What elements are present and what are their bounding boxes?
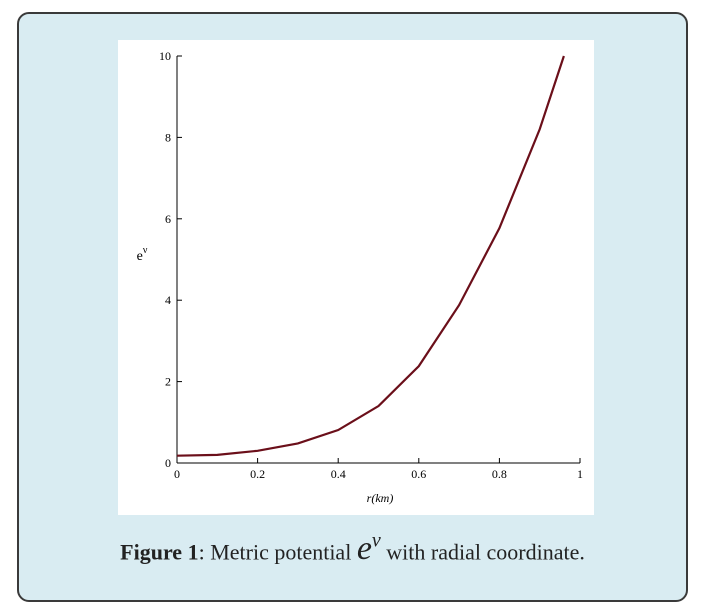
- y-tick-label: 0: [165, 456, 171, 470]
- caption-math-base: e: [356, 530, 372, 568]
- y-tick-label: 8: [165, 130, 171, 144]
- x-tick-label: 0.4: [331, 467, 346, 481]
- plot-background: [118, 40, 594, 515]
- caption-text: : Metric potential: [198, 539, 357, 565]
- y-tick-label: 2: [165, 375, 171, 389]
- x-tick-label: 0.2: [250, 467, 265, 481]
- x-tick-label: 0.8: [492, 467, 507, 481]
- y-tick-label: 6: [165, 212, 171, 226]
- x-axis-label: r(km): [367, 491, 394, 505]
- x-tick-label: 0: [174, 467, 180, 481]
- y-tick-label: 10: [159, 49, 171, 63]
- x-tick-label: 1: [577, 467, 583, 481]
- caption-label: Figure 1: [120, 539, 199, 565]
- y-label-sup: ν: [143, 245, 148, 256]
- x-tick-label: 0.6: [411, 467, 426, 481]
- caption: Figure 1: Metric potential eν with radia…: [17, 530, 688, 568]
- caption-rest: with radial coordinate.: [380, 539, 585, 565]
- y-axis-label: eν: [137, 245, 148, 264]
- caption-math-sup: ν: [371, 530, 381, 552]
- line: [176, 55, 565, 457]
- y-label-base: e: [137, 249, 143, 264]
- y-tick-label: 4: [165, 293, 171, 307]
- caption-math: eν: [357, 530, 381, 567]
